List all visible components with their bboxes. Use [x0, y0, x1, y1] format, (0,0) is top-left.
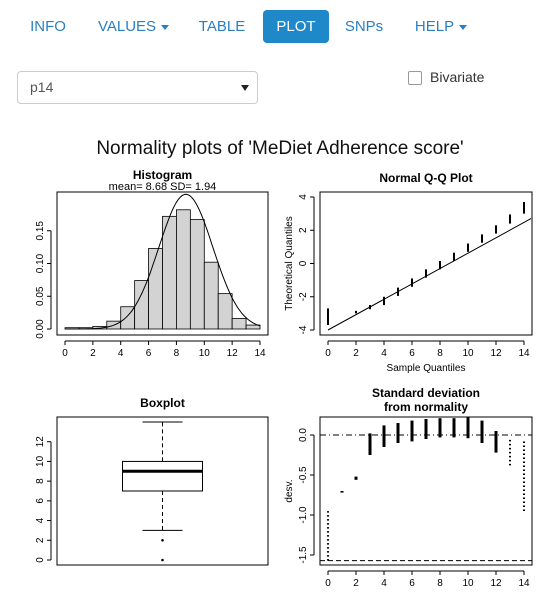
- sd-normality-x-tick-label: 0: [325, 578, 331, 589]
- bivariate-checkbox[interactable]: [408, 71, 422, 85]
- qq-y-tick-label: -2: [298, 292, 309, 301]
- histogram-x-tick-label: 10: [199, 348, 211, 359]
- histogram-bar: [176, 209, 191, 330]
- bivariate-label: Bivariate: [430, 69, 485, 85]
- boxplot-box: [122, 460, 203, 492]
- sd-normality-y-tick-label: -0.5: [298, 466, 309, 484]
- nav-plot[interactable]: PLOT: [263, 10, 329, 43]
- boxplot-y-tick-label: 0: [35, 557, 46, 563]
- qq-plot-frame: [319, 191, 533, 336]
- nav-values[interactable]: VALUES: [86, 10, 181, 43]
- qq-x-tick-label: 14: [518, 348, 530, 359]
- histogram-bar: [217, 293, 233, 330]
- sd-normality-y-tick-label: 0.0: [298, 428, 309, 442]
- sd-normality-x-tick-label: 12: [490, 578, 502, 589]
- variable-select[interactable]: p14: [17, 71, 258, 104]
- histogram-bar: [245, 324, 261, 330]
- histogram-bar: [162, 215, 177, 330]
- sd-normality-x-tick-label: 14: [518, 578, 530, 589]
- histogram-x-tick-label: 8: [174, 348, 180, 359]
- histogram-bar: [231, 318, 247, 330]
- boxplot-y-tick-label: 12: [35, 436, 46, 448]
- qq-x-tick-label: 2: [353, 348, 359, 359]
- sd-normality-y-tick-label: -1.0: [298, 506, 309, 524]
- nav-table[interactable]: TABLE: [198, 18, 246, 35]
- histogram-subtitle: mean= 8.68 SD= 1.94: [109, 181, 217, 193]
- caret-down-icon: [459, 24, 468, 30]
- boxplot-y-tick-label: 10: [35, 455, 46, 467]
- histogram-x-tick-label: 0: [62, 348, 68, 359]
- histogram-x-tick-label: 6: [146, 348, 152, 359]
- histogram-bar: [134, 280, 149, 330]
- sd-normality-x-tick-label: 6: [409, 578, 415, 589]
- histogram-plot-frame: [56, 191, 269, 336]
- qq-y-axis-label: Theoretical Quantiles: [284, 216, 295, 311]
- boxplot-y-tick-label: 8: [35, 478, 46, 484]
- sd-normality-x-tick-label: 8: [437, 578, 443, 589]
- boxplot-title: Boxplot: [140, 396, 185, 410]
- sd-normality-subtitle: from normality: [384, 400, 468, 414]
- variable-select-value: p14: [30, 79, 54, 95]
- boxplot-y-tick-label: 2: [35, 537, 46, 543]
- chevron-down-icon: [241, 85, 249, 91]
- nav-info[interactable]: INFO: [30, 18, 66, 35]
- sd-normality-x-tick-label: 2: [353, 578, 359, 589]
- histogram-bar: [189, 219, 205, 330]
- qq-x-axis-label: Sample Quantiles: [387, 363, 466, 374]
- histogram-x-tick-label: 4: [118, 348, 124, 359]
- histogram-x-tick-label: 12: [227, 348, 239, 359]
- boxplot-y-tick-label: 4: [35, 517, 46, 523]
- sd-normality-title: Standard deviation: [372, 386, 480, 400]
- qq-x-tick-label: 4: [381, 348, 387, 359]
- normality-plots-figure: Normality plots of 'MeDiet Adherence sco…: [35, 138, 533, 589]
- qq-y-tick-label: 0: [298, 260, 309, 266]
- qq-x-tick-label: 0: [325, 348, 331, 359]
- histogram-y-tick-label: 0.15: [35, 221, 46, 241]
- boxplot-plot-frame: [56, 416, 269, 566]
- qq-x-tick-label: 8: [437, 348, 443, 359]
- histogram-bar: [203, 261, 219, 330]
- qq-x-tick-label: 6: [409, 348, 415, 359]
- sd-y-axis-label: desv.: [284, 479, 295, 502]
- boxplot-outlier: [161, 558, 164, 562]
- top-navbar: INFO VALUES TABLE PLOT SNPs HELP: [0, 0, 554, 50]
- figure-title: Normality plots of 'MeDiet Adherence sco…: [96, 138, 463, 159]
- qq-y-tick-label: -4: [298, 325, 309, 334]
- histogram-x-tick-label: 14: [254, 348, 266, 359]
- histogram-y-tick-label: 0.10: [35, 253, 46, 273]
- histogram-bar: [148, 248, 163, 330]
- histogram-title: Histogram: [133, 168, 192, 182]
- qq-y-tick-label: 2: [298, 227, 309, 233]
- boxplot-y-tick-label: 6: [35, 498, 46, 504]
- qq-title: Normal Q-Q Plot: [379, 171, 472, 185]
- sd-normality-x-tick-label: 10: [462, 578, 474, 589]
- nav-help[interactable]: HELP: [401, 10, 481, 43]
- sd-normality-y-tick-label: -1.5: [298, 546, 309, 564]
- caret-down-icon: [161, 24, 170, 30]
- histogram-y-tick-label: 0.05: [35, 286, 46, 306]
- qq-x-tick-label: 12: [490, 348, 502, 359]
- sd-normality-x-tick-label: 4: [381, 578, 387, 589]
- histogram-y-tick-label: 0.00: [35, 319, 46, 339]
- boxplot-outlier: [161, 538, 164, 542]
- qq-y-tick-label: 4: [298, 194, 309, 200]
- boxplot-panel: Boxplot 0 2 4 6 8 10 12: [35, 396, 269, 566]
- histogram-x-tick-label: 2: [90, 348, 96, 359]
- qq-x-tick-label: 10: [462, 348, 474, 359]
- sd-normality-plot-frame: [319, 416, 533, 566]
- normal-density-curve: [65, 193, 261, 330]
- qq-reference-line: [327, 218, 532, 331]
- nav-snps[interactable]: SNPs: [344, 18, 384, 35]
